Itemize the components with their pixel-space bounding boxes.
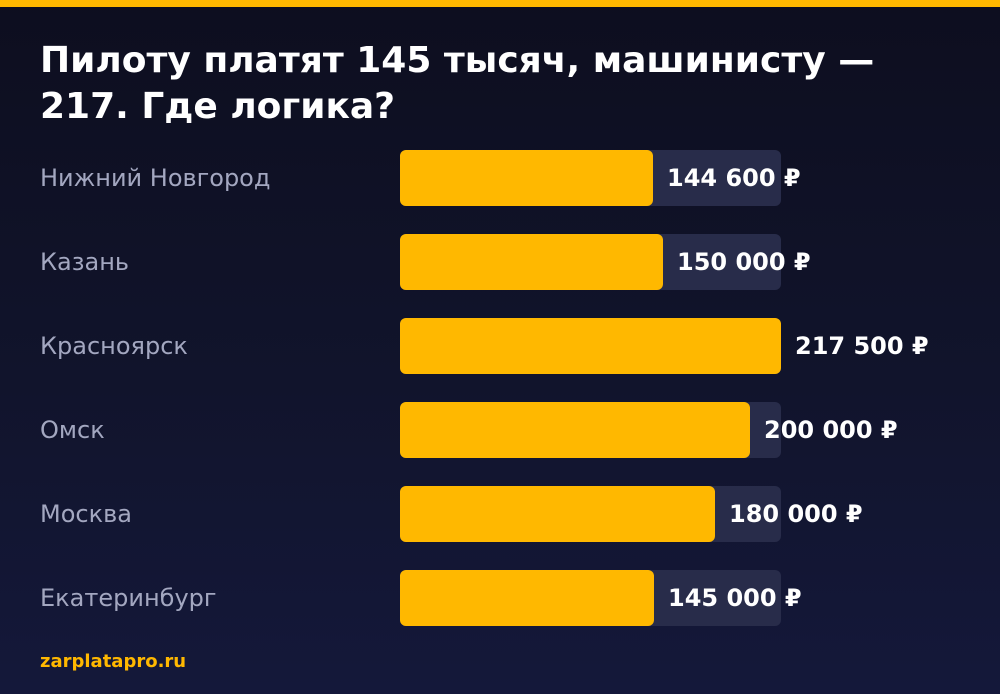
category-label: Казань <box>40 248 130 276</box>
value-label: 145 000 ₽ <box>668 584 802 612</box>
category-label: Москва <box>40 500 132 528</box>
top-accent-stripe <box>0 0 1000 7</box>
chart-row: Москва 180 000 ₽ <box>0 486 1000 542</box>
value-label: 150 000 ₽ <box>677 248 811 276</box>
value-label: 180 000 ₽ <box>729 500 863 528</box>
value-label: 200 000 ₽ <box>764 416 898 444</box>
bar <box>400 486 715 542</box>
chart-row: Нижний Новгород 144 600 ₽ <box>0 150 1000 206</box>
value-label: 144 600 ₽ <box>667 164 801 192</box>
category-label: Красноярск <box>40 332 188 360</box>
category-label: Омск <box>40 416 105 444</box>
bar <box>400 150 653 206</box>
value-label: 217 500 ₽ <box>795 332 929 360</box>
category-label: Екатеринбург <box>40 584 217 612</box>
category-label: Нижний Новгород <box>40 164 271 192</box>
chart-row: Казань 150 000 ₽ <box>0 234 1000 290</box>
bar <box>400 318 781 374</box>
page-title: Пилоту платят 145 тысяч, машинисту — 217… <box>40 40 875 127</box>
bar <box>400 234 663 290</box>
chart-row: Красноярск 217 500 ₽ <box>0 318 1000 374</box>
bar <box>400 402 750 458</box>
bar <box>400 570 654 626</box>
footer-source[interactable]: zarplatapro.ru <box>40 651 187 672</box>
chart-row: Омск 200 000 ₽ <box>0 402 1000 458</box>
chart-row: Екатеринбург 145 000 ₽ <box>0 570 1000 626</box>
